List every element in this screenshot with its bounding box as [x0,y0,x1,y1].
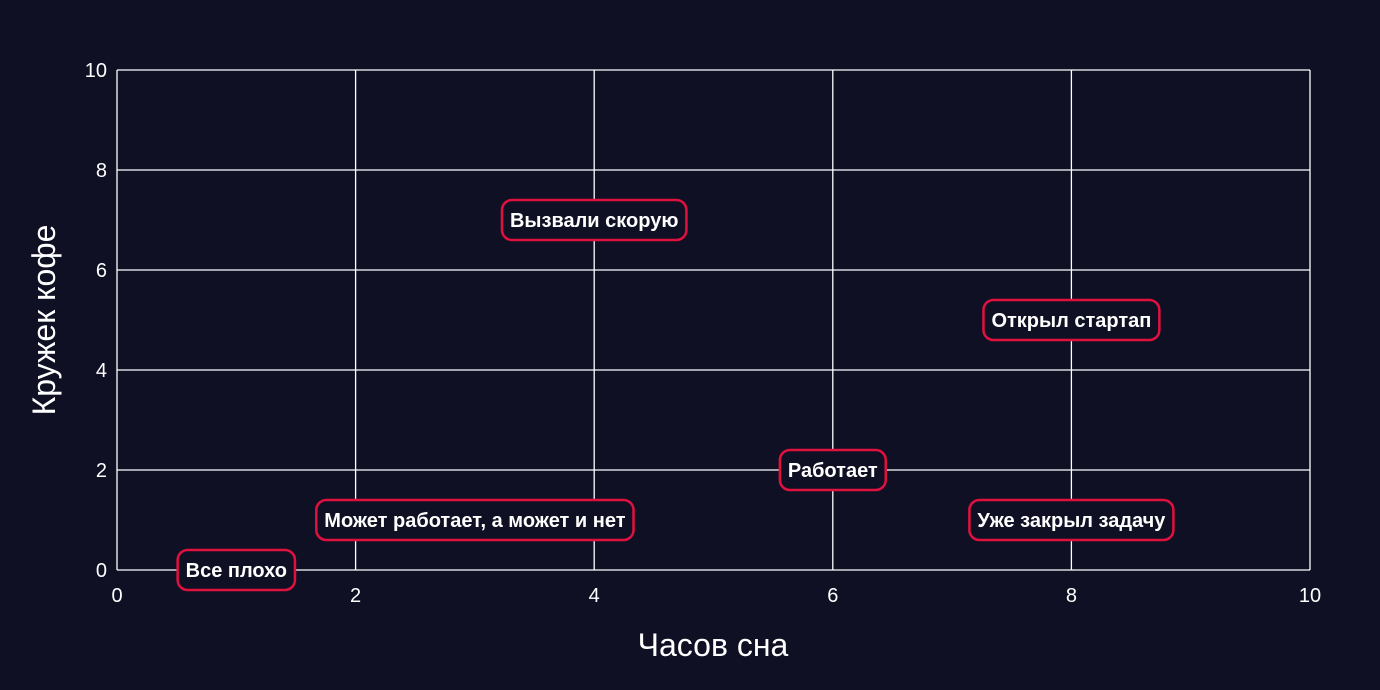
point-label: Открыл стартап [982,298,1161,342]
x-tick-label: 2 [350,585,361,607]
x-tick-label: 4 [589,585,600,607]
point-label-box [500,198,688,242]
point-label: Работает [778,448,887,492]
point-label-text: Открыл стартап [991,310,1151,332]
y-tick-label: 6 [96,260,107,282]
x-tick-label: 0 [111,585,122,607]
point-label-box [176,548,297,592]
y-tick-label: 8 [96,160,107,182]
point-label-text: Может работает, а может и нет [324,510,625,532]
point-label-text: Работает [788,460,878,482]
y-tick-label: 4 [96,360,107,382]
x-tick-label: 10 [1299,585,1321,607]
y-tick-label: 0 [96,560,107,582]
tick-labels: 0 2 4 6 8 10 0 2 4 6 8 10 [85,60,1321,607]
point-labels: Все плохо Может работает, а может и нет Вы… [176,198,1175,592]
point-label-text: Уже закрыл задачу [977,510,1166,532]
point-label: Уже закрыл задачу [968,498,1175,542]
y-tick-label: 10 [85,60,107,82]
point-label-box [982,298,1161,342]
point-label-box [315,498,635,542]
point-label-box [778,448,887,492]
y-axis-label: Кружек кофе [26,225,62,416]
point-label-text: Вызвали скорую [510,210,678,232]
x-tick-label: 8 [1066,585,1077,607]
point-label-text: Все плохо [186,560,287,582]
point-label: Все плохо [176,548,297,592]
point-label-box [968,498,1175,542]
point-label: Может работает, а может и нет [315,498,635,542]
x-axis-label: Часов сна [638,627,789,663]
point-label: Вызвали скорую [500,198,688,242]
x-tick-label: 6 [827,585,838,607]
y-tick-label: 2 [96,460,107,482]
